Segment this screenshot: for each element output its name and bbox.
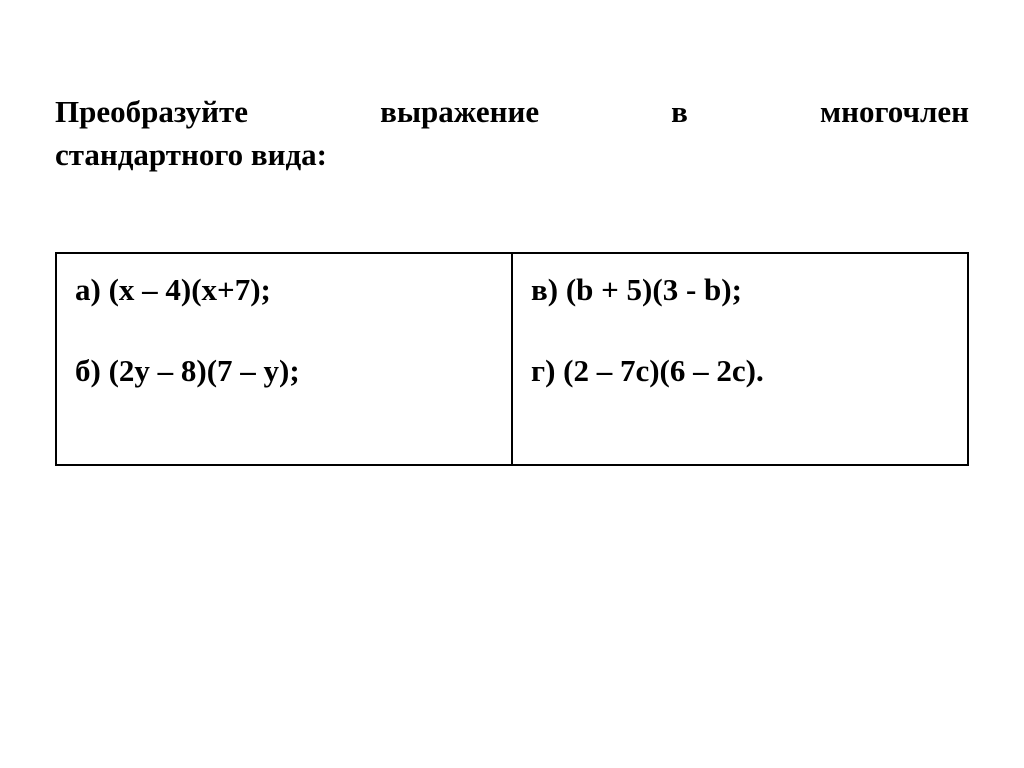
expression-g: г) (2 – 7c)(6 – 2c).	[531, 353, 949, 389]
right-cell: в) (b + 5)(3 - b); г) (2 – 7c)(6 – 2c).	[512, 253, 968, 465]
title-line-1: Преобразуйте выражение в многочлен	[55, 90, 969, 133]
table-row: а) (x – 4)(x+7); б) (2y – 8)(7 – y); в) …	[56, 253, 968, 465]
expression-v: в) (b + 5)(3 - b);	[531, 272, 949, 308]
expression-a: а) (x – 4)(x+7);	[75, 272, 493, 308]
left-cell: а) (x – 4)(x+7); б) (2y – 8)(7 – y);	[56, 253, 512, 465]
expression-b: б) (2y – 8)(7 – y);	[75, 353, 493, 389]
title-line-2: стандартного вида:	[55, 133, 969, 176]
exercise-table: а) (x – 4)(x+7); б) (2y – 8)(7 – y); в) …	[55, 252, 969, 466]
task-title: Преобразуйте выражение в многочлен станд…	[55, 90, 969, 177]
